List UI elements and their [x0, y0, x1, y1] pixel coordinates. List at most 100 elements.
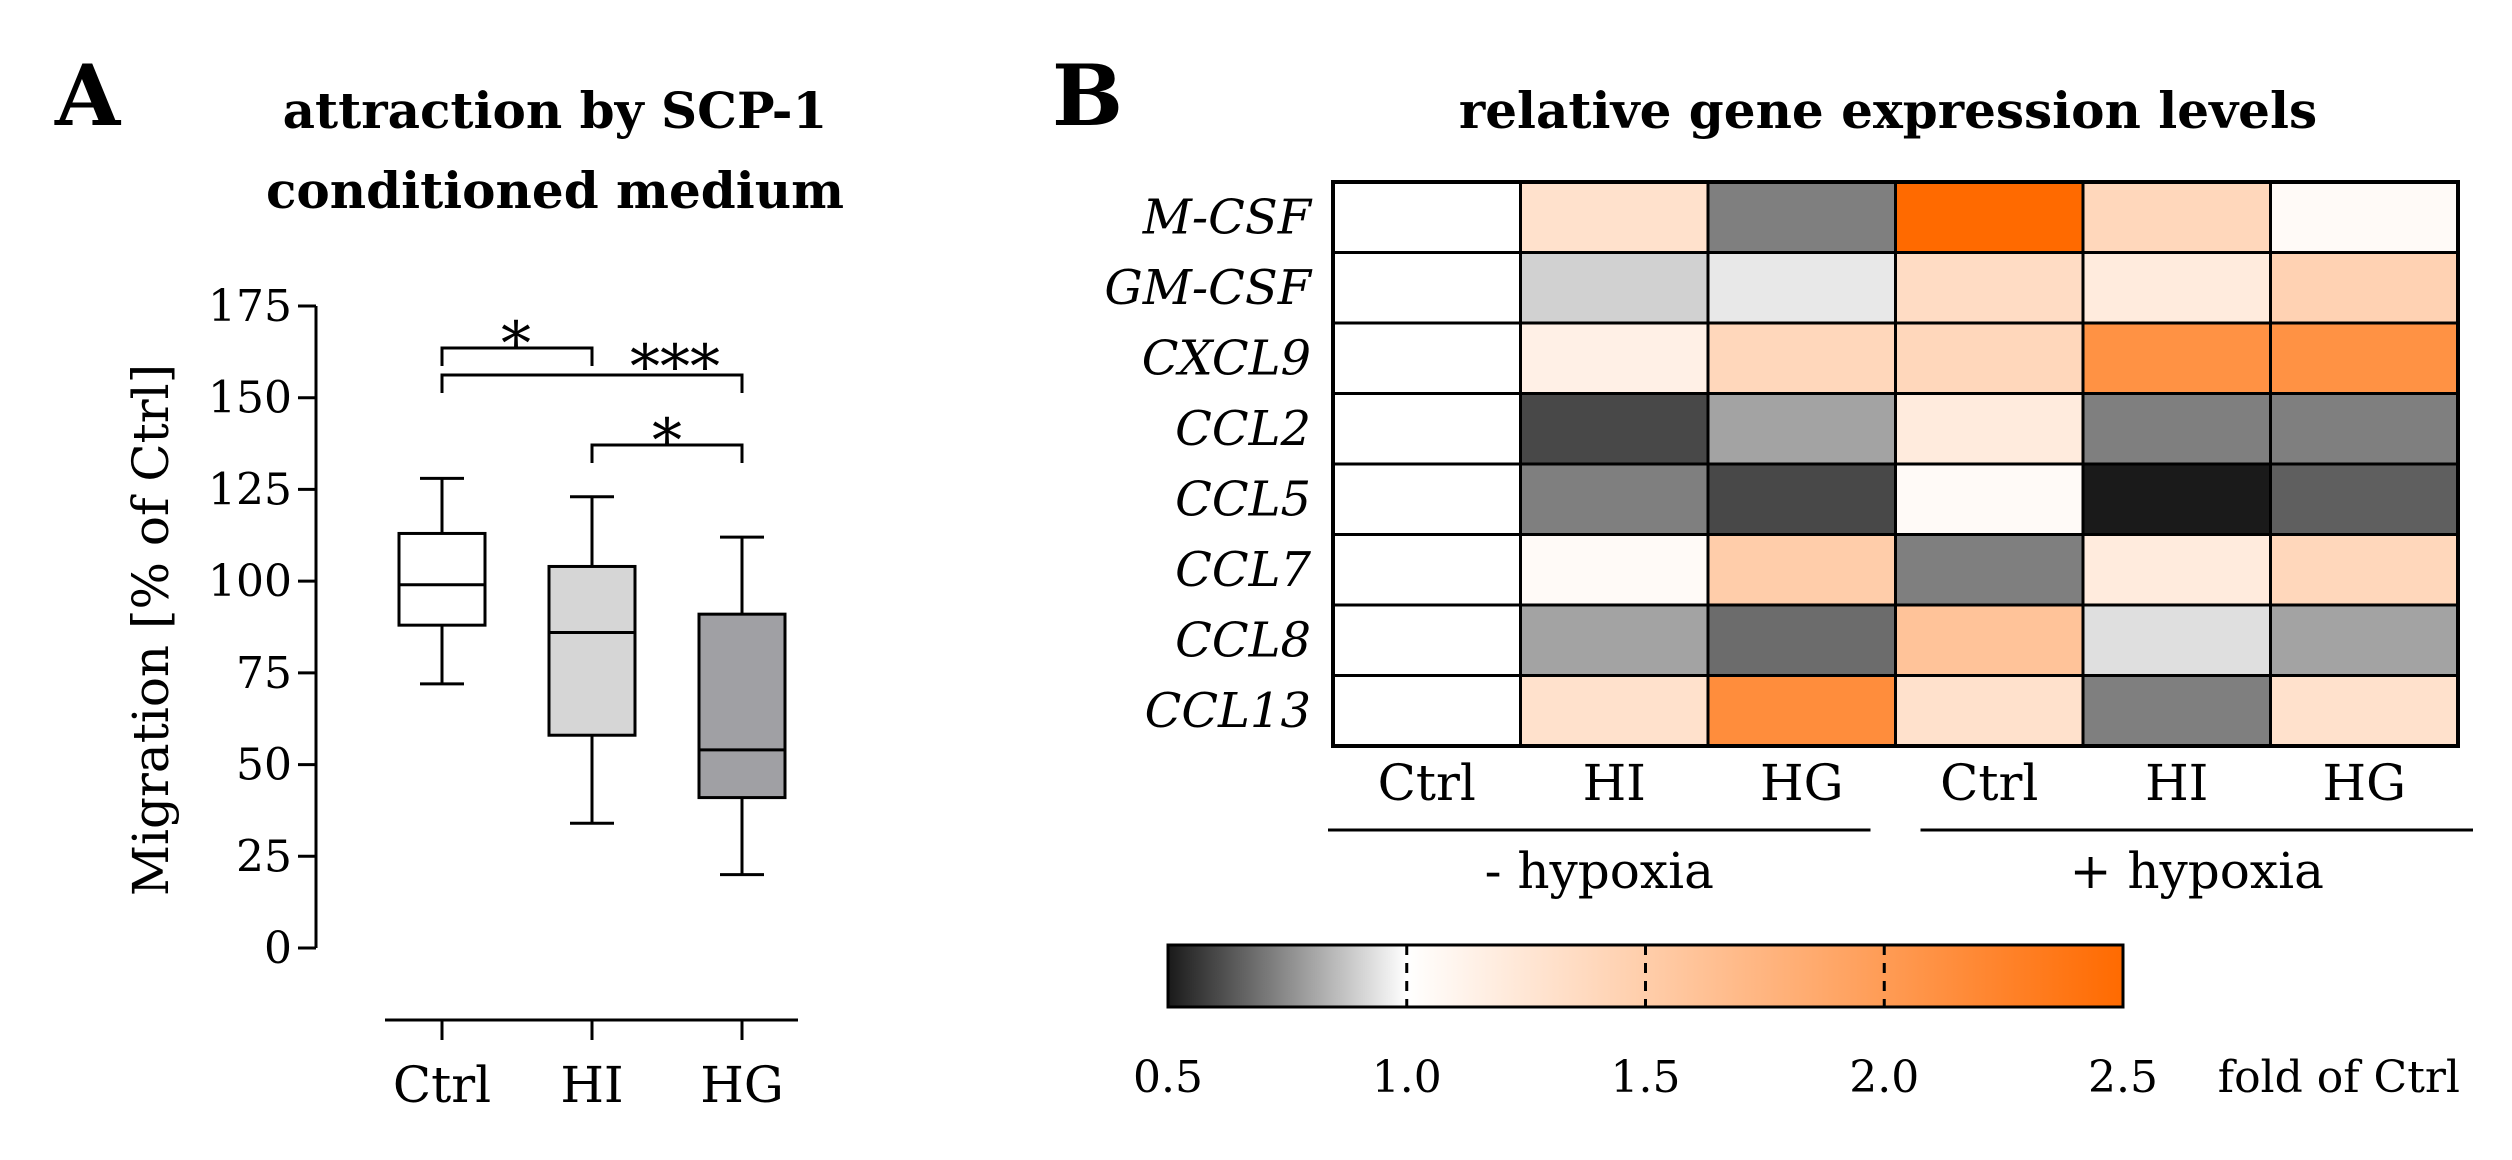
significance-brackets: * ****: [440, 309, 744, 476]
heatmap-row-label: CCL2: [1175, 401, 1311, 457]
colorbar-tick-label: 1.0: [1372, 1052, 1442, 1103]
panel-b-letter: B: [1052, 46, 1123, 145]
heatmap-cell: [2269, 180, 2460, 254]
heatmap-column-label: HI: [1583, 754, 1646, 812]
heatmap-column-groups: - hypoxia + hypoxia: [1328, 828, 2473, 900]
bracket-line: [440, 373, 744, 393]
heatmap-cell: [1331, 603, 1522, 677]
heatmap-cell: [2269, 603, 2460, 677]
box-y-tick-label: 75: [236, 648, 292, 699]
heatmap-cell: [2081, 251, 2272, 325]
heatmap-cell: [1519, 251, 1710, 325]
heatmap-column-label: Ctrl: [1940, 754, 2038, 812]
significance-label: *: [652, 406, 682, 476]
group-label: + hypoxia: [2070, 842, 2324, 900]
heatmap-cell: [1331, 674, 1522, 748]
bracket-line: [590, 443, 744, 463]
heatmap-cell: [2269, 533, 2460, 607]
box-x-tick-label: HG: [700, 1056, 784, 1114]
box-plots: [397, 476, 787, 877]
box-y-tick-label: 25: [236, 831, 292, 882]
box-iqr: [547, 564, 637, 737]
heatmap-cell: [2081, 392, 2272, 466]
panel-a-title-line-2: conditioned medium: [266, 161, 844, 220]
heatmap-cell: [1519, 392, 1710, 466]
heatmap-row-label: GM-CSF: [1104, 260, 1312, 316]
colorbar-tick-label: 1.5: [1611, 1052, 1681, 1103]
heatmap-row-label: CCL7: [1175, 542, 1311, 598]
heatmap-cell: [1331, 392, 1522, 466]
heatmap-row-label: M-CSF: [1142, 189, 1313, 245]
colorbar: 0.5 1.0 1.5 2.0 2.5: [1133, 943, 2158, 1103]
heatmap-cell: [2269, 392, 2460, 466]
box-y-tick-label: 150: [208, 373, 292, 424]
bracket-line: [440, 346, 594, 366]
box-y-tick-label: 50: [236, 740, 292, 791]
heatmap-cell: [1519, 180, 1710, 254]
heatmap-cell: [2269, 674, 2460, 748]
heatmap-cell: [1706, 674, 1897, 748]
group-label: - hypoxia: [1485, 842, 1714, 900]
heatmap-cell: [2269, 462, 2460, 536]
box-hg: [697, 535, 787, 877]
heatmap-row-label: CCL8: [1175, 612, 1311, 668]
significance-bracket: *: [440, 309, 594, 379]
heatmap-row-label: CCL13: [1145, 683, 1311, 739]
heatmap-cells: [1331, 180, 2460, 748]
box-x-tick-label: HI: [560, 1056, 623, 1114]
heatmap-cell: [1894, 392, 2085, 466]
heatmap-cell: [2081, 603, 2272, 677]
heatmap-column-label: HG: [2322, 754, 2406, 812]
heatmap-cell: [1519, 462, 1710, 536]
heatmap-cell: [1894, 674, 2085, 748]
box-y-tick-label: 0: [264, 923, 292, 974]
heatmap-cell: [1706, 321, 1897, 395]
heatmap-cell: [1331, 251, 1522, 325]
colorbar-tick-label: 2.0: [1849, 1052, 1919, 1103]
heatmap-cell: [1706, 180, 1897, 254]
heatmap-column-label: HI: [2145, 754, 2208, 812]
colorbar-tick-label: 0.5: [1133, 1052, 1203, 1103]
box-y-tick-label: 125: [208, 464, 292, 515]
heatmap-cell: [1331, 533, 1522, 607]
heatmap-cell: [1706, 603, 1897, 677]
heatmap-cell: [2081, 533, 2272, 607]
heatmap-cell: [1519, 321, 1710, 395]
heatmap-cell: [1519, 603, 1710, 677]
panel-a-title-line-1: attraction by SCP-1: [283, 81, 828, 140]
panel-a-letter: A: [54, 46, 122, 145]
significance-bracket: ***: [440, 332, 744, 402]
heatmap-cell: [1706, 462, 1897, 536]
heatmap-cell: [1894, 180, 2085, 254]
box-x-axis: Ctrl HI HG: [385, 1018, 798, 1114]
heatmap-border: [1331, 180, 2460, 748]
box-iqr: [697, 612, 787, 800]
heatmap-cell: [1894, 533, 2085, 607]
heatmap-cell: [2081, 321, 2272, 395]
heatmap-cell: [1894, 603, 2085, 677]
heatmap-cell: [1706, 251, 1897, 325]
box-y-tick-label: 175: [208, 281, 292, 332]
heatmap-cell: [1331, 321, 1522, 395]
significance-label: *: [501, 309, 531, 379]
heatmap-cell: [2081, 180, 2272, 254]
heatmap-cell: [1894, 321, 2085, 395]
heatmap-column-labels: Ctrl HI HG Ctrl HI HG: [1378, 754, 2406, 812]
significance-bracket: *: [590, 406, 744, 476]
significance-label: ***: [630, 332, 720, 402]
heatmap-cell: [1331, 462, 1522, 536]
box-iqr: [397, 531, 487, 627]
heatmap-cell: [1519, 533, 1710, 607]
heatmap-cell: [1519, 674, 1710, 748]
heatmap-cell: [2081, 674, 2272, 748]
heatmap-cell: [1894, 251, 2085, 325]
panel-b-title: relative gene expression levels: [1459, 81, 2317, 140]
heatmap-cell: [1331, 180, 1522, 254]
heatmap-row-labels: M-CSF GM-CSF CXCL9 CCL2 CCL5 CCL7 CCL8 CCL13: [1104, 189, 1312, 739]
heatmap-cell: [1706, 392, 1897, 466]
colorbar-tick-label: 2.5: [2088, 1052, 2158, 1103]
box-y-tick-label: 100: [208, 556, 292, 607]
colorbar-gradient: [1166, 943, 2125, 1009]
box-x-tick-label: Ctrl: [393, 1056, 491, 1114]
